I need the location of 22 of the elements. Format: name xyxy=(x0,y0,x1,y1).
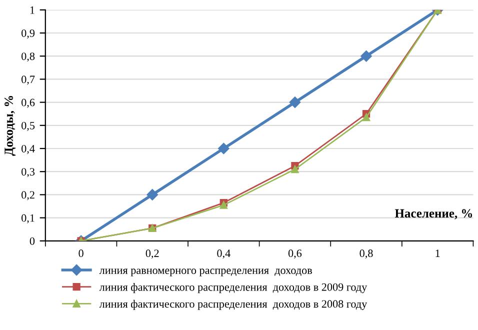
legend-label: линия равномерного распределения доходов xyxy=(99,268,312,276)
y-tick-label: 0,3 xyxy=(22,168,35,178)
y-tick-label: 0 xyxy=(30,237,35,245)
legend-label: линия фактического распределения доходов в 2009 году xyxy=(99,283,368,294)
y-tick-label: 0,1 xyxy=(22,214,34,224)
y-tick-label: 0,9 xyxy=(22,29,35,39)
x-tick-label: 0,2 xyxy=(146,250,159,259)
y-tick-label: 1 xyxy=(30,6,34,14)
y-tick-label: 0,8 xyxy=(22,52,35,62)
x-tick-label: 0,8 xyxy=(360,250,373,259)
x-tick-label: 0,6 xyxy=(288,250,302,259)
y-tick-label: 0,5 xyxy=(22,122,35,131)
y-tick-label: 0,7 xyxy=(22,76,35,85)
y-tick-label: 0,4 xyxy=(22,144,35,154)
x-axis-title: Население, % xyxy=(394,209,472,220)
y-tick-label: 0,6 xyxy=(22,98,35,108)
x-tick-label: 1 xyxy=(436,250,440,257)
y-tick-label: 0,2 xyxy=(22,191,34,200)
y-axis-title: Доходы, % xyxy=(4,96,16,156)
x-tick-label: 0,4 xyxy=(217,250,230,259)
x-tick-label: 0 xyxy=(78,250,84,258)
legend-label: линия фактического распределения доходов в 2008 году xyxy=(99,300,368,310)
